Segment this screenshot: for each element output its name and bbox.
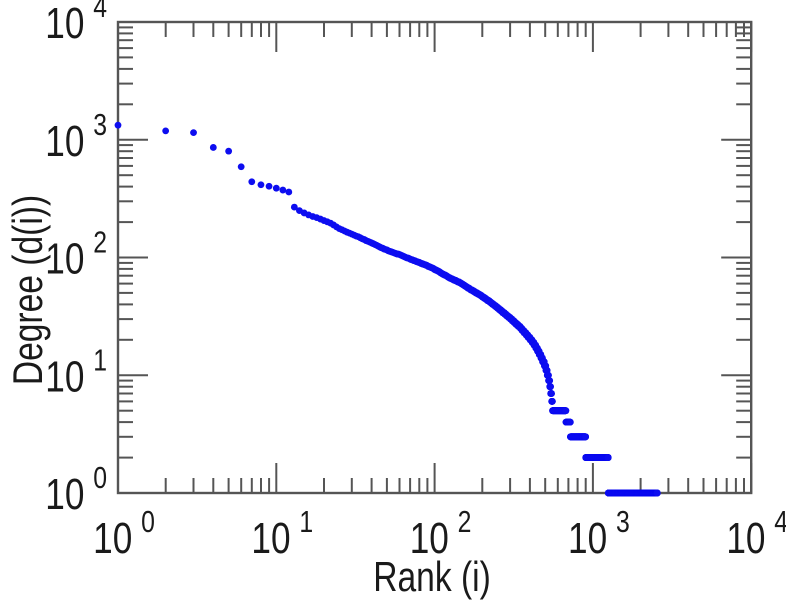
plot-border bbox=[116, 20, 753, 495]
x-tick-label: 104 bbox=[726, 504, 786, 563]
x-tick-label: 10 0 bbox=[93, 504, 155, 563]
x-tick-label: 10 3 bbox=[568, 504, 630, 563]
y-tick-label: 10 4 bbox=[45, 0, 107, 48]
x-tick-label: 10 1 bbox=[251, 504, 313, 563]
y-axis-title: Degree (d(i)) bbox=[6, 195, 52, 385]
y-tick-label: 10 1 bbox=[45, 343, 107, 402]
y-tick-label: 10 3 bbox=[45, 107, 107, 166]
y-tick-label: 10 2 bbox=[45, 225, 107, 284]
scatter-points bbox=[114, 121, 661, 497]
axis-tick-labels: 100101102103104100101102103104 bbox=[45, 0, 786, 563]
axis-ticks bbox=[117, 21, 753, 494]
y-tick-label: 10 0 bbox=[45, 460, 107, 519]
x-axis-title: Rank (i) bbox=[373, 555, 491, 600]
